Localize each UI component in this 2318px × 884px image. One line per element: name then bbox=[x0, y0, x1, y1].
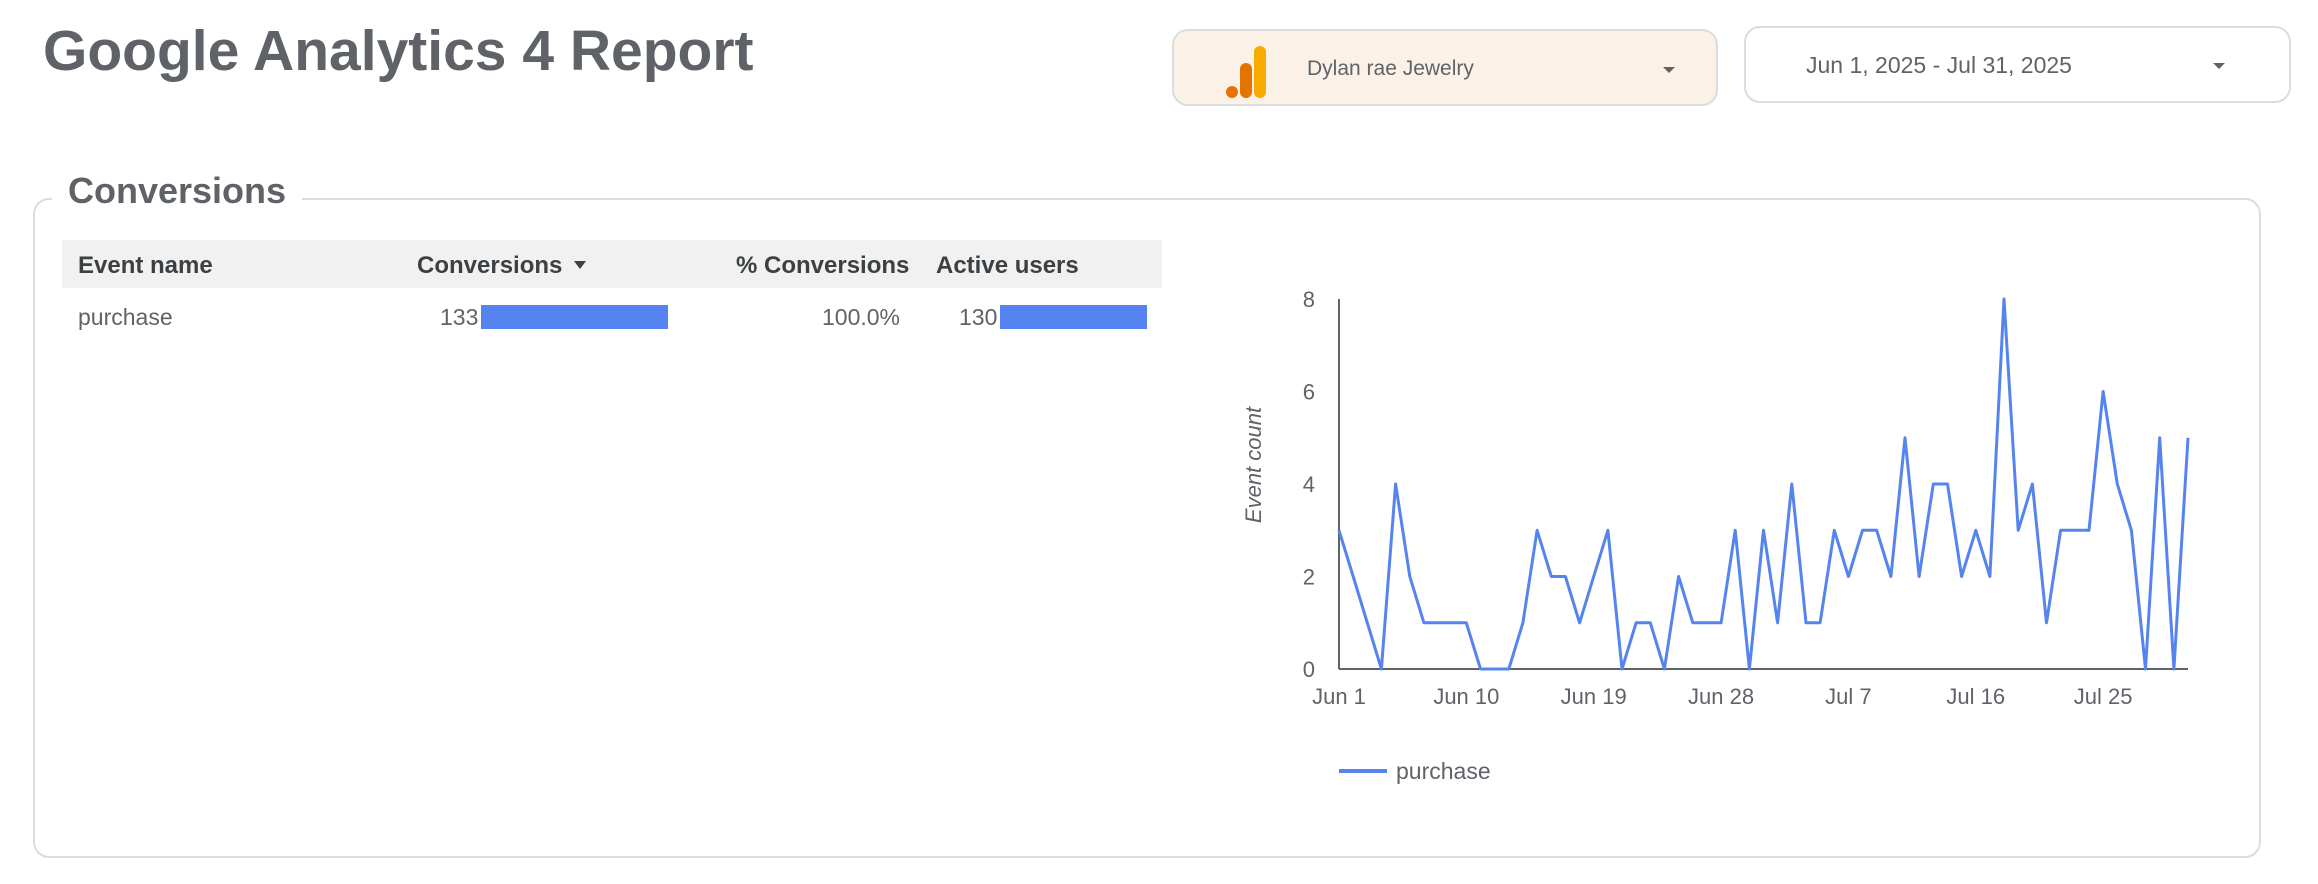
chevron-down-icon bbox=[1663, 67, 1675, 73]
x-tick-label: Jul 7 bbox=[1825, 684, 1871, 709]
x-tick-label: Jul 16 bbox=[1946, 684, 2005, 709]
series-line-purchase bbox=[1337, 297, 2190, 671]
sort-desc-icon bbox=[574, 260, 587, 269]
y-tick-label: 0 bbox=[1303, 657, 1315, 682]
column-header-active-users[interactable]: Active users bbox=[936, 252, 1079, 279]
cell-conversions: 133 bbox=[440, 304, 479, 330]
column-header-pct-conversions[interactable]: % Conversions bbox=[736, 252, 910, 279]
x-tick-label: Jun 10 bbox=[1433, 684, 1499, 709]
page-title: Google Analytics 4 Report bbox=[43, 19, 754, 83]
date-range-label: Jun 1, 2025 - Jul 31, 2025 bbox=[1806, 52, 2072, 78]
conversions-line-chart: Event count 0 2 4 6 8 Jun 1 Jun 10 Jun 19 Jun 2… bbox=[1230, 275, 2240, 795]
x-tick-label: Jun 1 bbox=[1312, 684, 1366, 709]
account-selector[interactable]: Dylan rae Jewelry bbox=[1172, 29, 1718, 106]
legend-label[interactable]: purchase bbox=[1396, 758, 1491, 784]
x-tick-label: Jul 25 bbox=[2074, 684, 2133, 709]
y-tick-label: 2 bbox=[1303, 565, 1315, 590]
conversions-bar bbox=[481, 305, 668, 329]
active-users-bar bbox=[1000, 305, 1147, 329]
table-header: Event name Conversions % Conversions Act… bbox=[62, 240, 1162, 288]
cell-pct-conversions: 100.0% bbox=[822, 304, 901, 330]
analytics-logo-icon bbox=[1226, 46, 1266, 98]
y-tick-label: 6 bbox=[1303, 380, 1315, 405]
section-title: Conversions bbox=[52, 170, 303, 212]
cell-event-name: purchase bbox=[78, 304, 173, 330]
y-axis-label: Event count bbox=[1241, 406, 1266, 523]
line-chart-svg: Event count 0 2 4 6 8 Jun 1 Jun 10 Jun 19 Jun 2… bbox=[1241, 287, 2190, 784]
column-header-conversions[interactable]: Conversions bbox=[417, 252, 587, 280]
account-name: Dylan rae Jewelry bbox=[1307, 57, 1474, 80]
cell-active-users: 130 bbox=[959, 304, 998, 330]
conversions-panel bbox=[33, 198, 2261, 858]
chevron-down-icon bbox=[2213, 63, 2225, 69]
column-header-event-name[interactable]: Event name bbox=[78, 252, 213, 279]
y-tick-label: 8 bbox=[1303, 287, 1315, 312]
date-range-selector[interactable]: Jun 1, 2025 - Jul 31, 2025 bbox=[1744, 26, 2291, 103]
x-tick-label: Jun 19 bbox=[1561, 684, 1627, 709]
x-tick-label: Jun 28 bbox=[1688, 684, 1754, 709]
y-tick-label: 4 bbox=[1303, 472, 1315, 497]
